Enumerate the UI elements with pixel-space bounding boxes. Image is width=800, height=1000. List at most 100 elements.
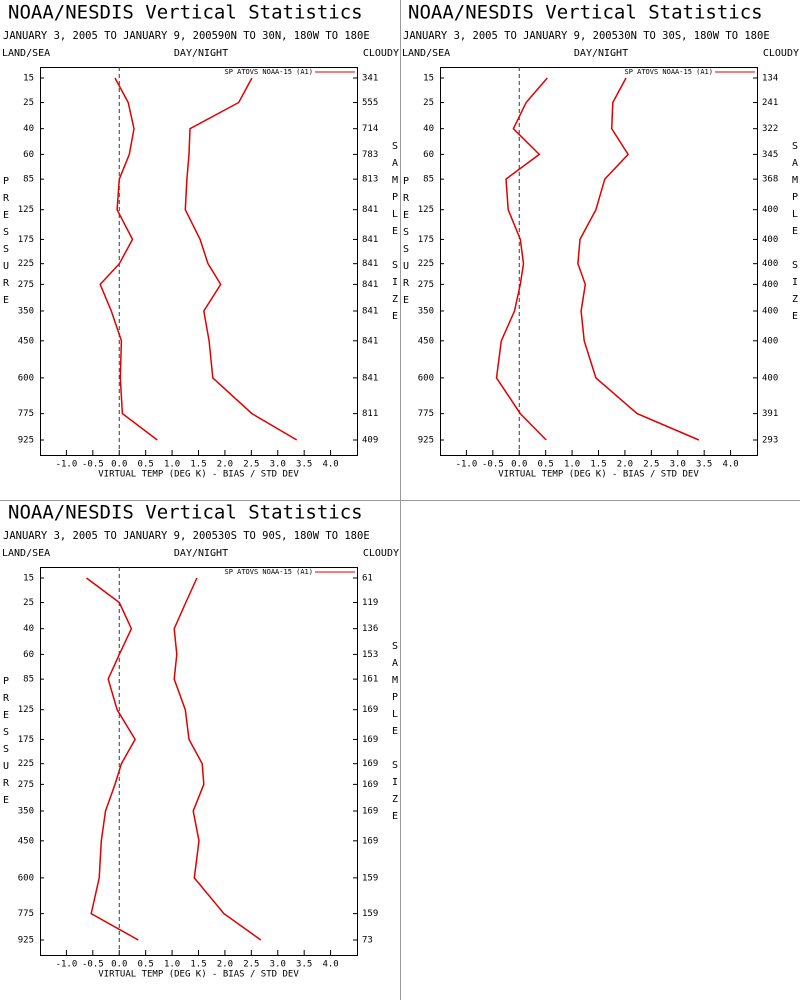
y-tick-label: 925 (418, 436, 434, 446)
y-tick-label: 275 (418, 280, 434, 290)
sample-size: 841 (362, 280, 378, 290)
series-line (86, 577, 139, 941)
x-tick-label: -0.5 (482, 460, 504, 470)
x-tick-label: 1.0 (164, 460, 180, 470)
y-tick-label: 225 (18, 259, 34, 269)
sample-size: 841 (362, 235, 378, 245)
y-tick-label: 15 (423, 74, 434, 84)
y-tick-label: 40 (423, 124, 434, 134)
sample-size: 841 (362, 373, 378, 383)
y-tick-label: 125 (418, 205, 434, 215)
sample-size: 73 (362, 936, 373, 946)
sample-size: 169 (362, 780, 378, 790)
y-tick-label: 225 (18, 759, 34, 769)
y-tick-label: 225 (418, 259, 434, 269)
sample-size: 368 (762, 175, 778, 185)
plot-frame (40, 567, 358, 956)
chart-title: NOAA/NESDIS Vertical Statistics (8, 2, 363, 24)
chart-subtitle: JANUARY 3, 2005 TO JANUARY 9, 200590N TO… (3, 30, 370, 42)
sample-size: 714 (362, 124, 378, 134)
x-tick-label: 0.5 (138, 460, 154, 470)
sample-size: 400 (762, 280, 778, 290)
sample-size: 153 (362, 650, 378, 660)
cloudy-label: CLOUDY (763, 48, 799, 59)
x-tick-label: 2.0 (217, 960, 233, 970)
x-tick-label: 1.5 (190, 960, 206, 970)
sample-size: 134 (762, 74, 778, 84)
y-tick-label: 450 (18, 336, 34, 346)
y-tick-label: 275 (18, 280, 34, 290)
y-tick-label: 125 (18, 205, 34, 215)
series-line (577, 77, 700, 441)
x-tick-label: 3.5 (296, 960, 312, 970)
land-sea-label: LAND/SEA (2, 548, 50, 559)
x-tick-label: -1.0 (456, 460, 478, 470)
sample-size: 841 (362, 205, 378, 215)
legend-label: SP ATOVS NOAA-15 (A1) (224, 68, 313, 76)
sample-size: 241 (762, 98, 778, 108)
x-tick-label: 2.0 (617, 460, 633, 470)
y-tick-label: 85 (423, 175, 434, 185)
sample-size: 400 (762, 373, 778, 383)
y-tick-label: 85 (23, 675, 34, 685)
sample-size: 783 (362, 150, 378, 160)
sample-size: 159 (362, 909, 378, 919)
y-tick-label: 60 (23, 150, 34, 160)
land-sea-label: LAND/SEA (402, 48, 450, 59)
x-tick-label: 3.0 (270, 460, 286, 470)
x-tick-label: 3.0 (670, 460, 686, 470)
y-tick-label: 175 (418, 235, 434, 245)
y-tick-label: 600 (18, 873, 34, 883)
sample-size: 293 (762, 436, 778, 446)
y-tick-label: 275 (18, 780, 34, 790)
y-tick-label: 775 (418, 409, 434, 419)
x-tick-label: -1.0 (56, 460, 78, 470)
x-tick-label: 3.5 (296, 460, 312, 470)
chart-subtitle: JANUARY 3, 2005 TO JANUARY 9, 200530S TO… (3, 530, 370, 542)
y-tick-label: 450 (18, 836, 34, 846)
series-line (173, 577, 262, 941)
y-tick-label: 175 (18, 235, 34, 245)
sample-size: 169 (362, 759, 378, 769)
y-tick-label: 125 (18, 705, 34, 715)
y-tick-label: 40 (23, 624, 34, 634)
x-tick-label: 0.5 (138, 960, 154, 970)
x-tick-label: 2.5 (243, 460, 259, 470)
x-tick-label: 0.0 (511, 460, 527, 470)
x-tick-label: 1.0 (164, 960, 180, 970)
sample-size: 119 (362, 598, 378, 608)
sample-size: 400 (762, 235, 778, 245)
y-tick-label: 350 (18, 806, 34, 816)
x-tick-label: 0.0 (111, 460, 127, 470)
x-tick-label: 2.5 (643, 460, 659, 470)
x-tick-label: 0.5 (538, 460, 554, 470)
legend-label: SP ATOVS NOAA-15 (A1) (224, 568, 313, 576)
sample-size: 841 (362, 259, 378, 269)
y-tick-label: 15 (23, 74, 34, 84)
sample-size: 345 (762, 150, 778, 160)
sample-size: 400 (762, 205, 778, 215)
chart-title: NOAA/NESDIS Vertical Statistics (8, 502, 363, 524)
y-tick-label: 600 (18, 373, 34, 383)
series-line (99, 77, 158, 441)
x-tick-label: 2.0 (217, 460, 233, 470)
y-tick-label: 350 (418, 306, 434, 316)
x-tick-label: -0.5 (82, 960, 104, 970)
day-night-label: DAY/NIGHT (574, 48, 628, 59)
x-tick-label: 0.0 (111, 960, 127, 970)
sample-size: 159 (362, 873, 378, 883)
cloudy-label: CLOUDY (363, 48, 399, 59)
y-tick-label: 925 (18, 936, 34, 946)
sample-size: 811 (362, 409, 378, 419)
x-axis-label: VIRTUAL TEMP (DEG K) - BIAS / STD DEV (98, 470, 299, 480)
y-tick-label: 350 (18, 306, 34, 316)
sample-size: 169 (362, 705, 378, 715)
sample-size: 341 (362, 74, 378, 84)
